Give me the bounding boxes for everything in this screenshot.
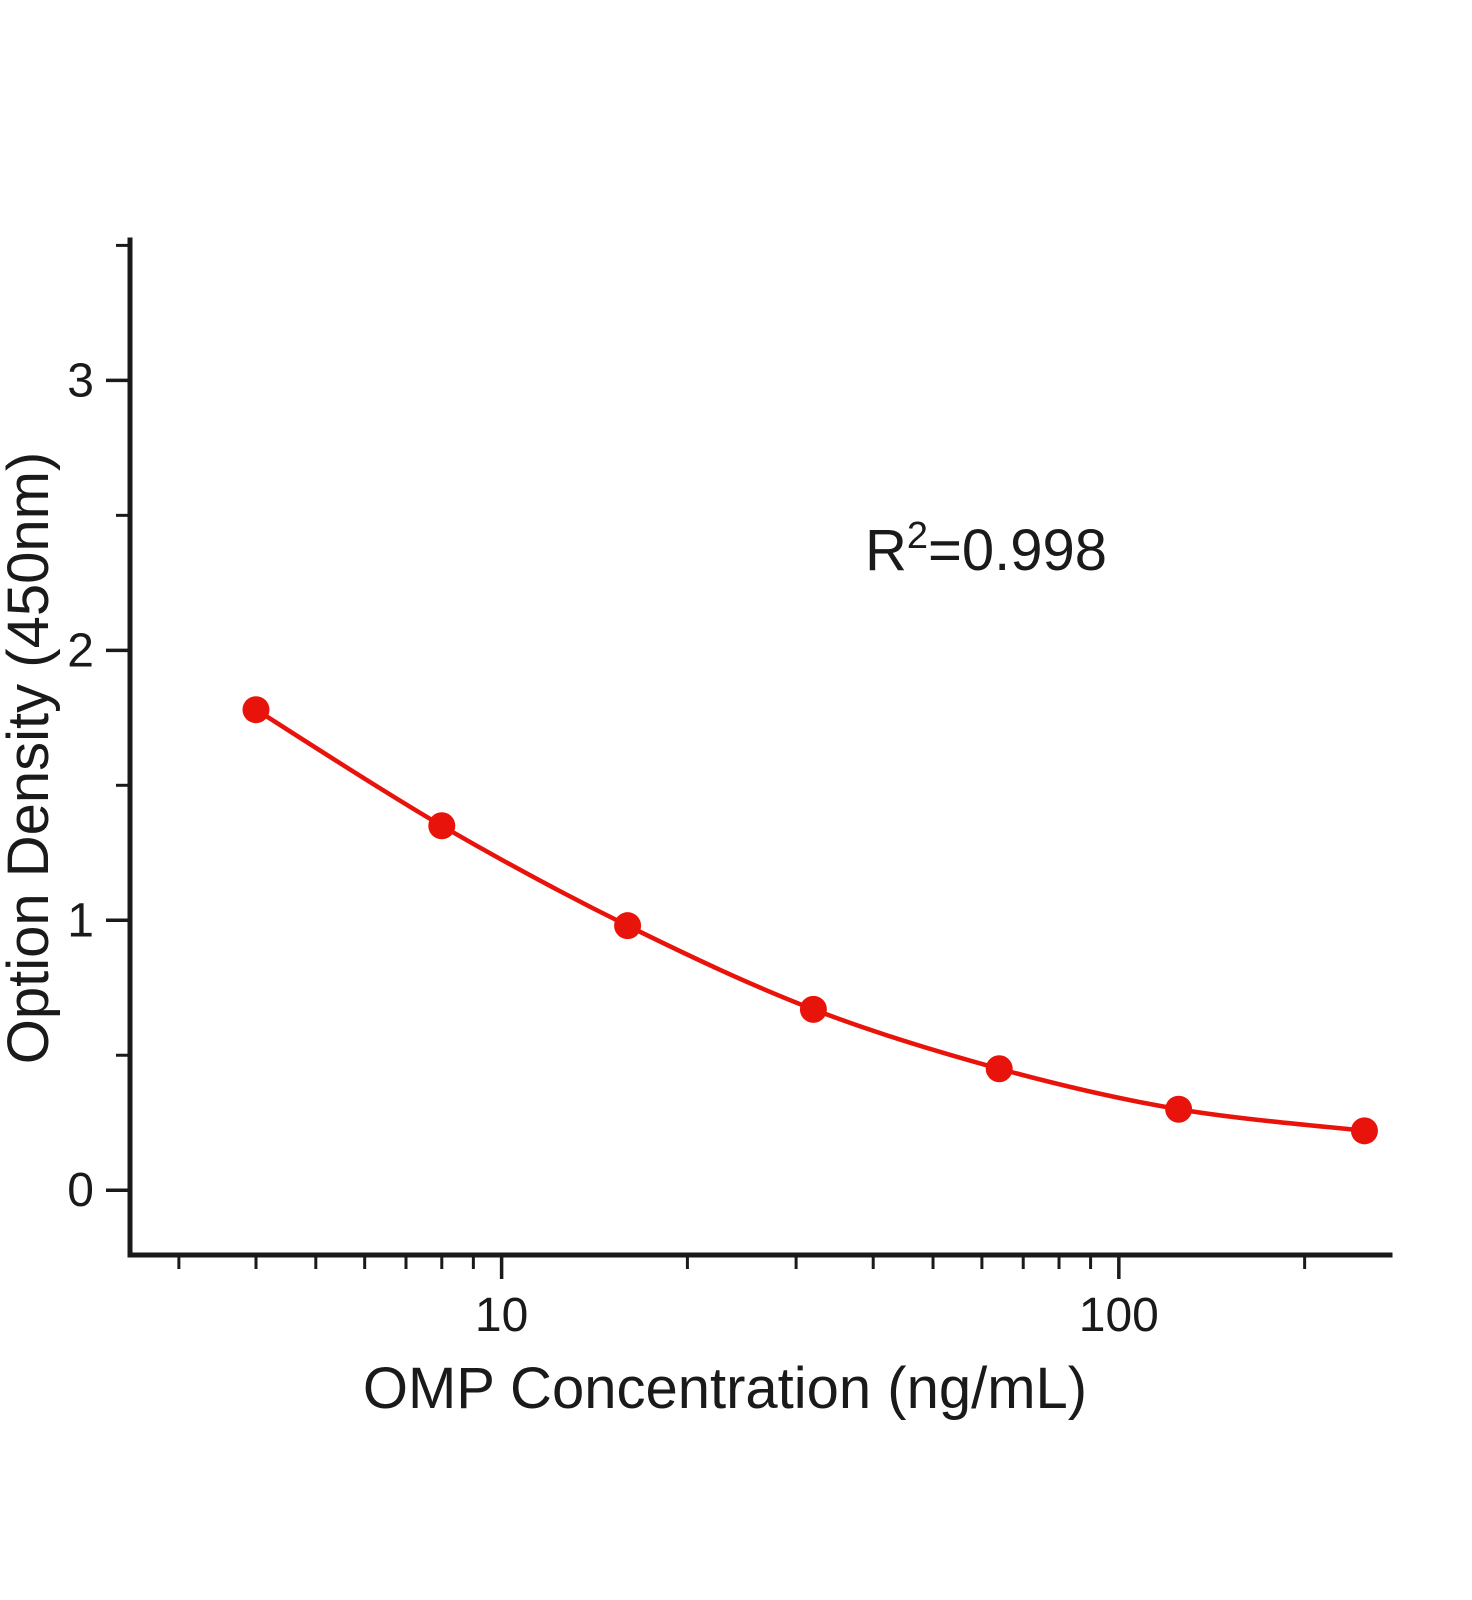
data-point	[428, 812, 456, 840]
r-squared-value: =0.998	[928, 518, 1107, 583]
r-squared-base: R	[865, 518, 907, 583]
y-tick-label: 0	[67, 1164, 94, 1217]
y-tick-label: 3	[67, 354, 94, 407]
data-point	[1350, 1117, 1378, 1145]
data-point	[985, 1055, 1013, 1083]
x-tick-label: 100	[1079, 1289, 1159, 1342]
y-axis-label: Option Density (450nm)	[0, 452, 61, 1064]
trend-line	[253, 707, 1367, 1134]
data-point	[614, 912, 642, 940]
axis-tick-labels: 10 100 0 1 2 3	[67, 354, 1159, 1342]
data-point	[242, 696, 270, 724]
r-squared-annotation: R2=0.998	[865, 515, 1107, 583]
data-point	[799, 995, 827, 1023]
y-tick-label: 2	[67, 624, 94, 677]
y-tick-label: 1	[67, 894, 94, 947]
data-point	[1165, 1095, 1193, 1123]
plot-series	[242, 696, 1378, 1145]
axis-ticks	[106, 243, 1307, 1279]
x-axis-label: OMP Concentration (ng/mL)	[363, 1356, 1087, 1421]
x-tick-label: 10	[475, 1289, 528, 1342]
r-squared-exponent: 2	[907, 515, 928, 557]
